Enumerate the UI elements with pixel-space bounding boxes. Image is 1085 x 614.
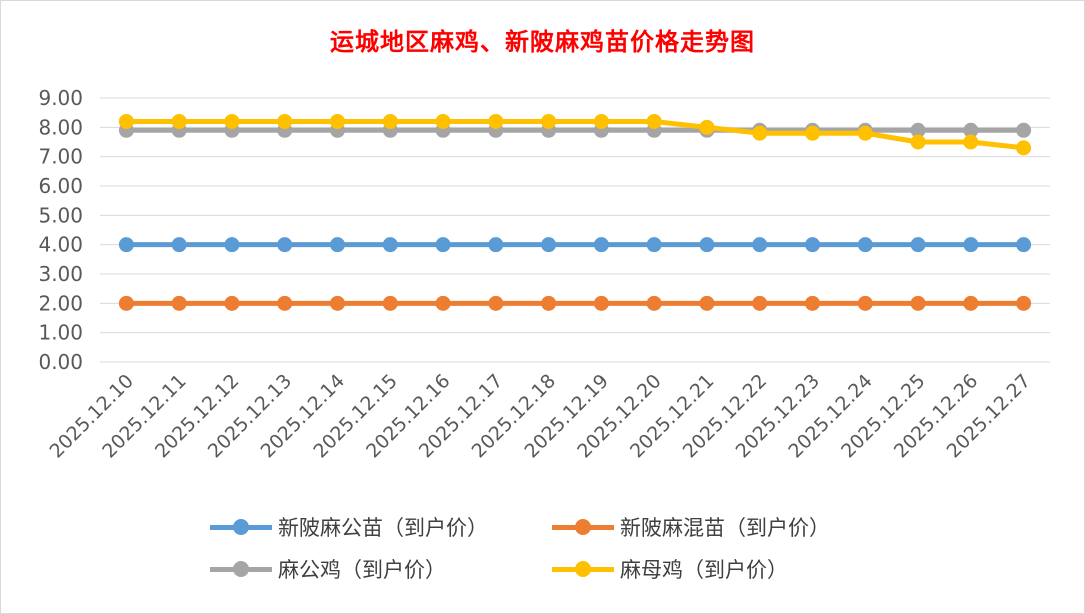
- legend-swatch-series-2: [552, 517, 614, 537]
- data-point-series-1: [224, 237, 240, 253]
- data-point-series-1: [435, 237, 451, 253]
- data-point-series-2: [118, 295, 134, 311]
- data-point-series-2: [435, 295, 451, 311]
- y-tick-label: 8.00: [38, 115, 83, 139]
- data-point-series-2: [805, 295, 820, 311]
- y-tick-label: 9.00: [38, 86, 83, 110]
- data-point-series-2: [330, 295, 345, 311]
- data-point-series-1: [330, 237, 345, 253]
- data-point-series-1: [1016, 237, 1032, 253]
- data-point-series-2: [593, 295, 609, 311]
- data-point-series-4: [857, 125, 873, 141]
- data-point-series-1: [699, 237, 715, 253]
- data-point-series-4: [1016, 140, 1032, 156]
- data-point-series-4: [118, 113, 134, 129]
- data-point-series-4: [382, 113, 398, 129]
- data-point-series-2: [224, 295, 240, 311]
- data-point-series-1: [118, 237, 134, 253]
- y-tick-label: 5.00: [38, 203, 83, 227]
- data-point-series-4: [488, 113, 504, 129]
- data-point-series-3: [963, 122, 979, 138]
- series-line-4: [123, 118, 1027, 151]
- data-point-series-4: [330, 113, 345, 129]
- data-point-series-4: [646, 113, 662, 129]
- y-tick-label: 0.00: [38, 350, 83, 374]
- data-point-series-4: [277, 113, 293, 129]
- legend-item-series-1: 新陂麻公苗（到户价）: [210, 512, 488, 542]
- data-point-series-4: [963, 134, 979, 150]
- legend-item-series-2: 新陂麻混苗（到户价）: [552, 512, 830, 542]
- data-point-series-2: [646, 295, 662, 311]
- data-point-series-1: [752, 237, 768, 253]
- data-point-series-3: [1016, 122, 1032, 138]
- data-point-series-4: [593, 113, 609, 129]
- data-point-series-4: [541, 113, 557, 129]
- data-point-series-4: [171, 113, 187, 129]
- data-point-series-1: [910, 237, 926, 253]
- legend-swatch-series-4: [552, 559, 614, 579]
- y-tick-label: 3.00: [38, 262, 83, 286]
- legend-item-series-3: 麻公鸡（到户价）: [210, 554, 446, 584]
- data-point-series-2: [382, 295, 398, 311]
- y-tick-label: 1.00: [38, 321, 83, 345]
- data-point-series-2: [1016, 295, 1032, 311]
- legend-label: 新陂麻混苗（到户价）: [620, 516, 830, 540]
- chart-title: 运城地区麻鸡、新陂麻鸡苗价格走势图: [330, 27, 755, 56]
- y-tick-label: 4.00: [38, 233, 83, 257]
- legend-swatch-series-1: [210, 517, 272, 537]
- y-tick-label: 6.00: [38, 174, 83, 198]
- data-point-series-4: [752, 125, 768, 141]
- data-point-series-1: [593, 237, 609, 253]
- y-tick-label: 7.00: [38, 145, 83, 169]
- data-point-series-2: [752, 295, 768, 311]
- legend-label: 麻公鸡（到户价）: [278, 558, 446, 582]
- legend-label: 新陂麻公苗（到户价）: [278, 516, 488, 540]
- data-point-series-2: [488, 295, 504, 311]
- data-point-series-1: [805, 237, 820, 253]
- data-point-series-1: [646, 237, 662, 253]
- data-point-series-4: [910, 134, 926, 150]
- data-point-series-1: [963, 237, 979, 253]
- data-point-series-2: [171, 295, 187, 311]
- data-point-series-4: [224, 113, 240, 129]
- data-point-series-4: [699, 119, 715, 135]
- data-point-series-1: [277, 237, 293, 253]
- legend-swatch-series-3: [210, 559, 272, 579]
- y-tick-label: 2.00: [38, 291, 83, 315]
- data-point-series-1: [171, 237, 187, 253]
- data-point-series-4: [805, 125, 820, 141]
- legend-item-series-4: 麻母鸡（到户价）: [552, 554, 788, 584]
- data-point-series-2: [963, 295, 979, 311]
- data-point-series-3: [910, 122, 926, 138]
- data-point-series-2: [699, 295, 715, 311]
- data-point-series-2: [910, 295, 926, 311]
- data-point-series-1: [857, 237, 873, 253]
- data-point-series-1: [382, 237, 398, 253]
- data-point-series-2: [857, 295, 873, 311]
- legend-label: 麻母鸡（到户价）: [620, 558, 788, 582]
- data-point-series-2: [541, 295, 557, 311]
- data-point-series-4: [435, 113, 451, 129]
- data-point-series-2: [277, 295, 293, 311]
- data-point-series-1: [541, 237, 557, 253]
- data-point-series-1: [488, 237, 504, 253]
